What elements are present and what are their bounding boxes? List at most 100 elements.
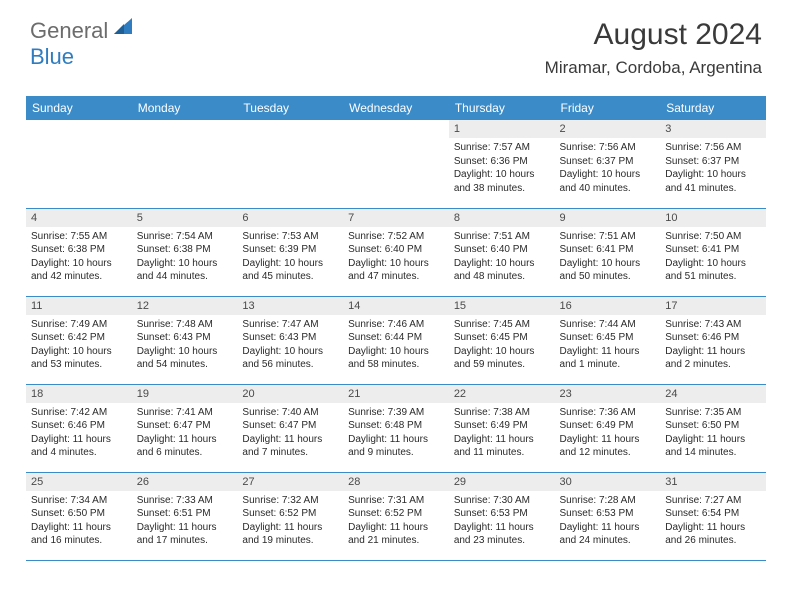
calendar-cell: 26Sunrise: 7:33 AMSunset: 6:51 PMDayligh… bbox=[132, 472, 238, 560]
day-number: 27 bbox=[237, 473, 343, 491]
calendar-cell bbox=[237, 120, 343, 208]
day-details: Sunrise: 7:43 AMSunset: 6:46 PMDaylight:… bbox=[660, 315, 766, 375]
weekday-header: Wednesday bbox=[343, 96, 449, 120]
logo-sail-icon bbox=[112, 16, 134, 41]
day-number: 5 bbox=[132, 209, 238, 227]
day-details: Sunrise: 7:30 AMSunset: 6:53 PMDaylight:… bbox=[449, 491, 555, 551]
day-details: Sunrise: 7:47 AMSunset: 6:43 PMDaylight:… bbox=[237, 315, 343, 375]
calendar-cell: 6Sunrise: 7:53 AMSunset: 6:39 PMDaylight… bbox=[237, 208, 343, 296]
calendar-cell: 19Sunrise: 7:41 AMSunset: 6:47 PMDayligh… bbox=[132, 384, 238, 472]
day-number: 28 bbox=[343, 473, 449, 491]
day-details: Sunrise: 7:57 AMSunset: 6:36 PMDaylight:… bbox=[449, 138, 555, 198]
calendar-cell: 5Sunrise: 7:54 AMSunset: 6:38 PMDaylight… bbox=[132, 208, 238, 296]
day-details: Sunrise: 7:40 AMSunset: 6:47 PMDaylight:… bbox=[237, 403, 343, 463]
calendar-cell: 12Sunrise: 7:48 AMSunset: 6:43 PMDayligh… bbox=[132, 296, 238, 384]
day-details: Sunrise: 7:51 AMSunset: 6:41 PMDaylight:… bbox=[555, 227, 661, 287]
calendar-cell: 14Sunrise: 7:46 AMSunset: 6:44 PMDayligh… bbox=[343, 296, 449, 384]
day-number: 25 bbox=[26, 473, 132, 491]
day-number: 16 bbox=[555, 297, 661, 315]
day-details: Sunrise: 7:28 AMSunset: 6:53 PMDaylight:… bbox=[555, 491, 661, 551]
day-number: 10 bbox=[660, 209, 766, 227]
title-block: August 2024 Miramar, Cordoba, Argentina bbox=[545, 18, 762, 78]
day-number: 30 bbox=[555, 473, 661, 491]
calendar-cell: 8Sunrise: 7:51 AMSunset: 6:40 PMDaylight… bbox=[449, 208, 555, 296]
calendar-cell: 15Sunrise: 7:45 AMSunset: 6:45 PMDayligh… bbox=[449, 296, 555, 384]
day-details: Sunrise: 7:41 AMSunset: 6:47 PMDaylight:… bbox=[132, 403, 238, 463]
calendar-cell bbox=[343, 120, 449, 208]
calendar-cell: 29Sunrise: 7:30 AMSunset: 6:53 PMDayligh… bbox=[449, 472, 555, 560]
day-number: 3 bbox=[660, 120, 766, 138]
day-details: Sunrise: 7:35 AMSunset: 6:50 PMDaylight:… bbox=[660, 403, 766, 463]
day-details: Sunrise: 7:56 AMSunset: 6:37 PMDaylight:… bbox=[555, 138, 661, 198]
calendar-table: SundayMondayTuesdayWednesdayThursdayFrid… bbox=[26, 96, 766, 561]
day-number: 29 bbox=[449, 473, 555, 491]
calendar-cell: 23Sunrise: 7:36 AMSunset: 6:49 PMDayligh… bbox=[555, 384, 661, 472]
day-details: Sunrise: 7:33 AMSunset: 6:51 PMDaylight:… bbox=[132, 491, 238, 551]
page-header: General August 2024 Miramar, Cordoba, Ar… bbox=[0, 0, 792, 86]
calendar-row: 11Sunrise: 7:49 AMSunset: 6:42 PMDayligh… bbox=[26, 296, 766, 384]
calendar-cell: 17Sunrise: 7:43 AMSunset: 6:46 PMDayligh… bbox=[660, 296, 766, 384]
calendar-cell: 2Sunrise: 7:56 AMSunset: 6:37 PMDaylight… bbox=[555, 120, 661, 208]
day-number: 6 bbox=[237, 209, 343, 227]
day-details: Sunrise: 7:52 AMSunset: 6:40 PMDaylight:… bbox=[343, 227, 449, 287]
day-details: Sunrise: 7:39 AMSunset: 6:48 PMDaylight:… bbox=[343, 403, 449, 463]
day-details: Sunrise: 7:38 AMSunset: 6:49 PMDaylight:… bbox=[449, 403, 555, 463]
calendar-row: 4Sunrise: 7:55 AMSunset: 6:38 PMDaylight… bbox=[26, 208, 766, 296]
day-number: 1 bbox=[449, 120, 555, 138]
day-details: Sunrise: 7:31 AMSunset: 6:52 PMDaylight:… bbox=[343, 491, 449, 551]
weekday-header: Monday bbox=[132, 96, 238, 120]
day-number: 24 bbox=[660, 385, 766, 403]
day-number: 19 bbox=[132, 385, 238, 403]
day-number: 22 bbox=[449, 385, 555, 403]
calendar-cell: 24Sunrise: 7:35 AMSunset: 6:50 PMDayligh… bbox=[660, 384, 766, 472]
calendar-cell bbox=[26, 120, 132, 208]
day-details: Sunrise: 7:51 AMSunset: 6:40 PMDaylight:… bbox=[449, 227, 555, 287]
day-details: Sunrise: 7:27 AMSunset: 6:54 PMDaylight:… bbox=[660, 491, 766, 551]
calendar-cell: 22Sunrise: 7:38 AMSunset: 6:49 PMDayligh… bbox=[449, 384, 555, 472]
calendar-cell: 10Sunrise: 7:50 AMSunset: 6:41 PMDayligh… bbox=[660, 208, 766, 296]
day-number: 26 bbox=[132, 473, 238, 491]
day-number: 8 bbox=[449, 209, 555, 227]
calendar-cell: 27Sunrise: 7:32 AMSunset: 6:52 PMDayligh… bbox=[237, 472, 343, 560]
calendar-row: 25Sunrise: 7:34 AMSunset: 6:50 PMDayligh… bbox=[26, 472, 766, 560]
day-number: 18 bbox=[26, 385, 132, 403]
day-details: Sunrise: 7:55 AMSunset: 6:38 PMDaylight:… bbox=[26, 227, 132, 287]
weekday-header: Tuesday bbox=[237, 96, 343, 120]
location: Miramar, Cordoba, Argentina bbox=[545, 58, 762, 78]
logo-text-general: General bbox=[30, 18, 108, 44]
day-details: Sunrise: 7:46 AMSunset: 6:44 PMDaylight:… bbox=[343, 315, 449, 375]
logo: General bbox=[30, 18, 136, 44]
day-number: 20 bbox=[237, 385, 343, 403]
calendar-cell: 16Sunrise: 7:44 AMSunset: 6:45 PMDayligh… bbox=[555, 296, 661, 384]
calendar-cell: 13Sunrise: 7:47 AMSunset: 6:43 PMDayligh… bbox=[237, 296, 343, 384]
calendar-cell: 30Sunrise: 7:28 AMSunset: 6:53 PMDayligh… bbox=[555, 472, 661, 560]
weekday-header: Saturday bbox=[660, 96, 766, 120]
day-number: 23 bbox=[555, 385, 661, 403]
day-details: Sunrise: 7:48 AMSunset: 6:43 PMDaylight:… bbox=[132, 315, 238, 375]
calendar-cell: 7Sunrise: 7:52 AMSunset: 6:40 PMDaylight… bbox=[343, 208, 449, 296]
day-details: Sunrise: 7:32 AMSunset: 6:52 PMDaylight:… bbox=[237, 491, 343, 551]
day-number: 11 bbox=[26, 297, 132, 315]
calendar-cell: 1Sunrise: 7:57 AMSunset: 6:36 PMDaylight… bbox=[449, 120, 555, 208]
day-number: 2 bbox=[555, 120, 661, 138]
weekday-header: Thursday bbox=[449, 96, 555, 120]
day-number: 13 bbox=[237, 297, 343, 315]
day-details: Sunrise: 7:45 AMSunset: 6:45 PMDaylight:… bbox=[449, 315, 555, 375]
calendar-cell: 4Sunrise: 7:55 AMSunset: 6:38 PMDaylight… bbox=[26, 208, 132, 296]
day-number: 9 bbox=[555, 209, 661, 227]
day-number: 17 bbox=[660, 297, 766, 315]
day-details: Sunrise: 7:49 AMSunset: 6:42 PMDaylight:… bbox=[26, 315, 132, 375]
day-details: Sunrise: 7:54 AMSunset: 6:38 PMDaylight:… bbox=[132, 227, 238, 287]
logo-text-blue: Blue bbox=[30, 44, 74, 69]
weekday-header: Friday bbox=[555, 96, 661, 120]
calendar-cell bbox=[132, 120, 238, 208]
day-details: Sunrise: 7:56 AMSunset: 6:37 PMDaylight:… bbox=[660, 138, 766, 198]
calendar-cell: 9Sunrise: 7:51 AMSunset: 6:41 PMDaylight… bbox=[555, 208, 661, 296]
day-details: Sunrise: 7:36 AMSunset: 6:49 PMDaylight:… bbox=[555, 403, 661, 463]
day-number: 31 bbox=[660, 473, 766, 491]
day-details: Sunrise: 7:42 AMSunset: 6:46 PMDaylight:… bbox=[26, 403, 132, 463]
day-number: 15 bbox=[449, 297, 555, 315]
day-details: Sunrise: 7:44 AMSunset: 6:45 PMDaylight:… bbox=[555, 315, 661, 375]
day-number: 12 bbox=[132, 297, 238, 315]
calendar-row: 18Sunrise: 7:42 AMSunset: 6:46 PMDayligh… bbox=[26, 384, 766, 472]
